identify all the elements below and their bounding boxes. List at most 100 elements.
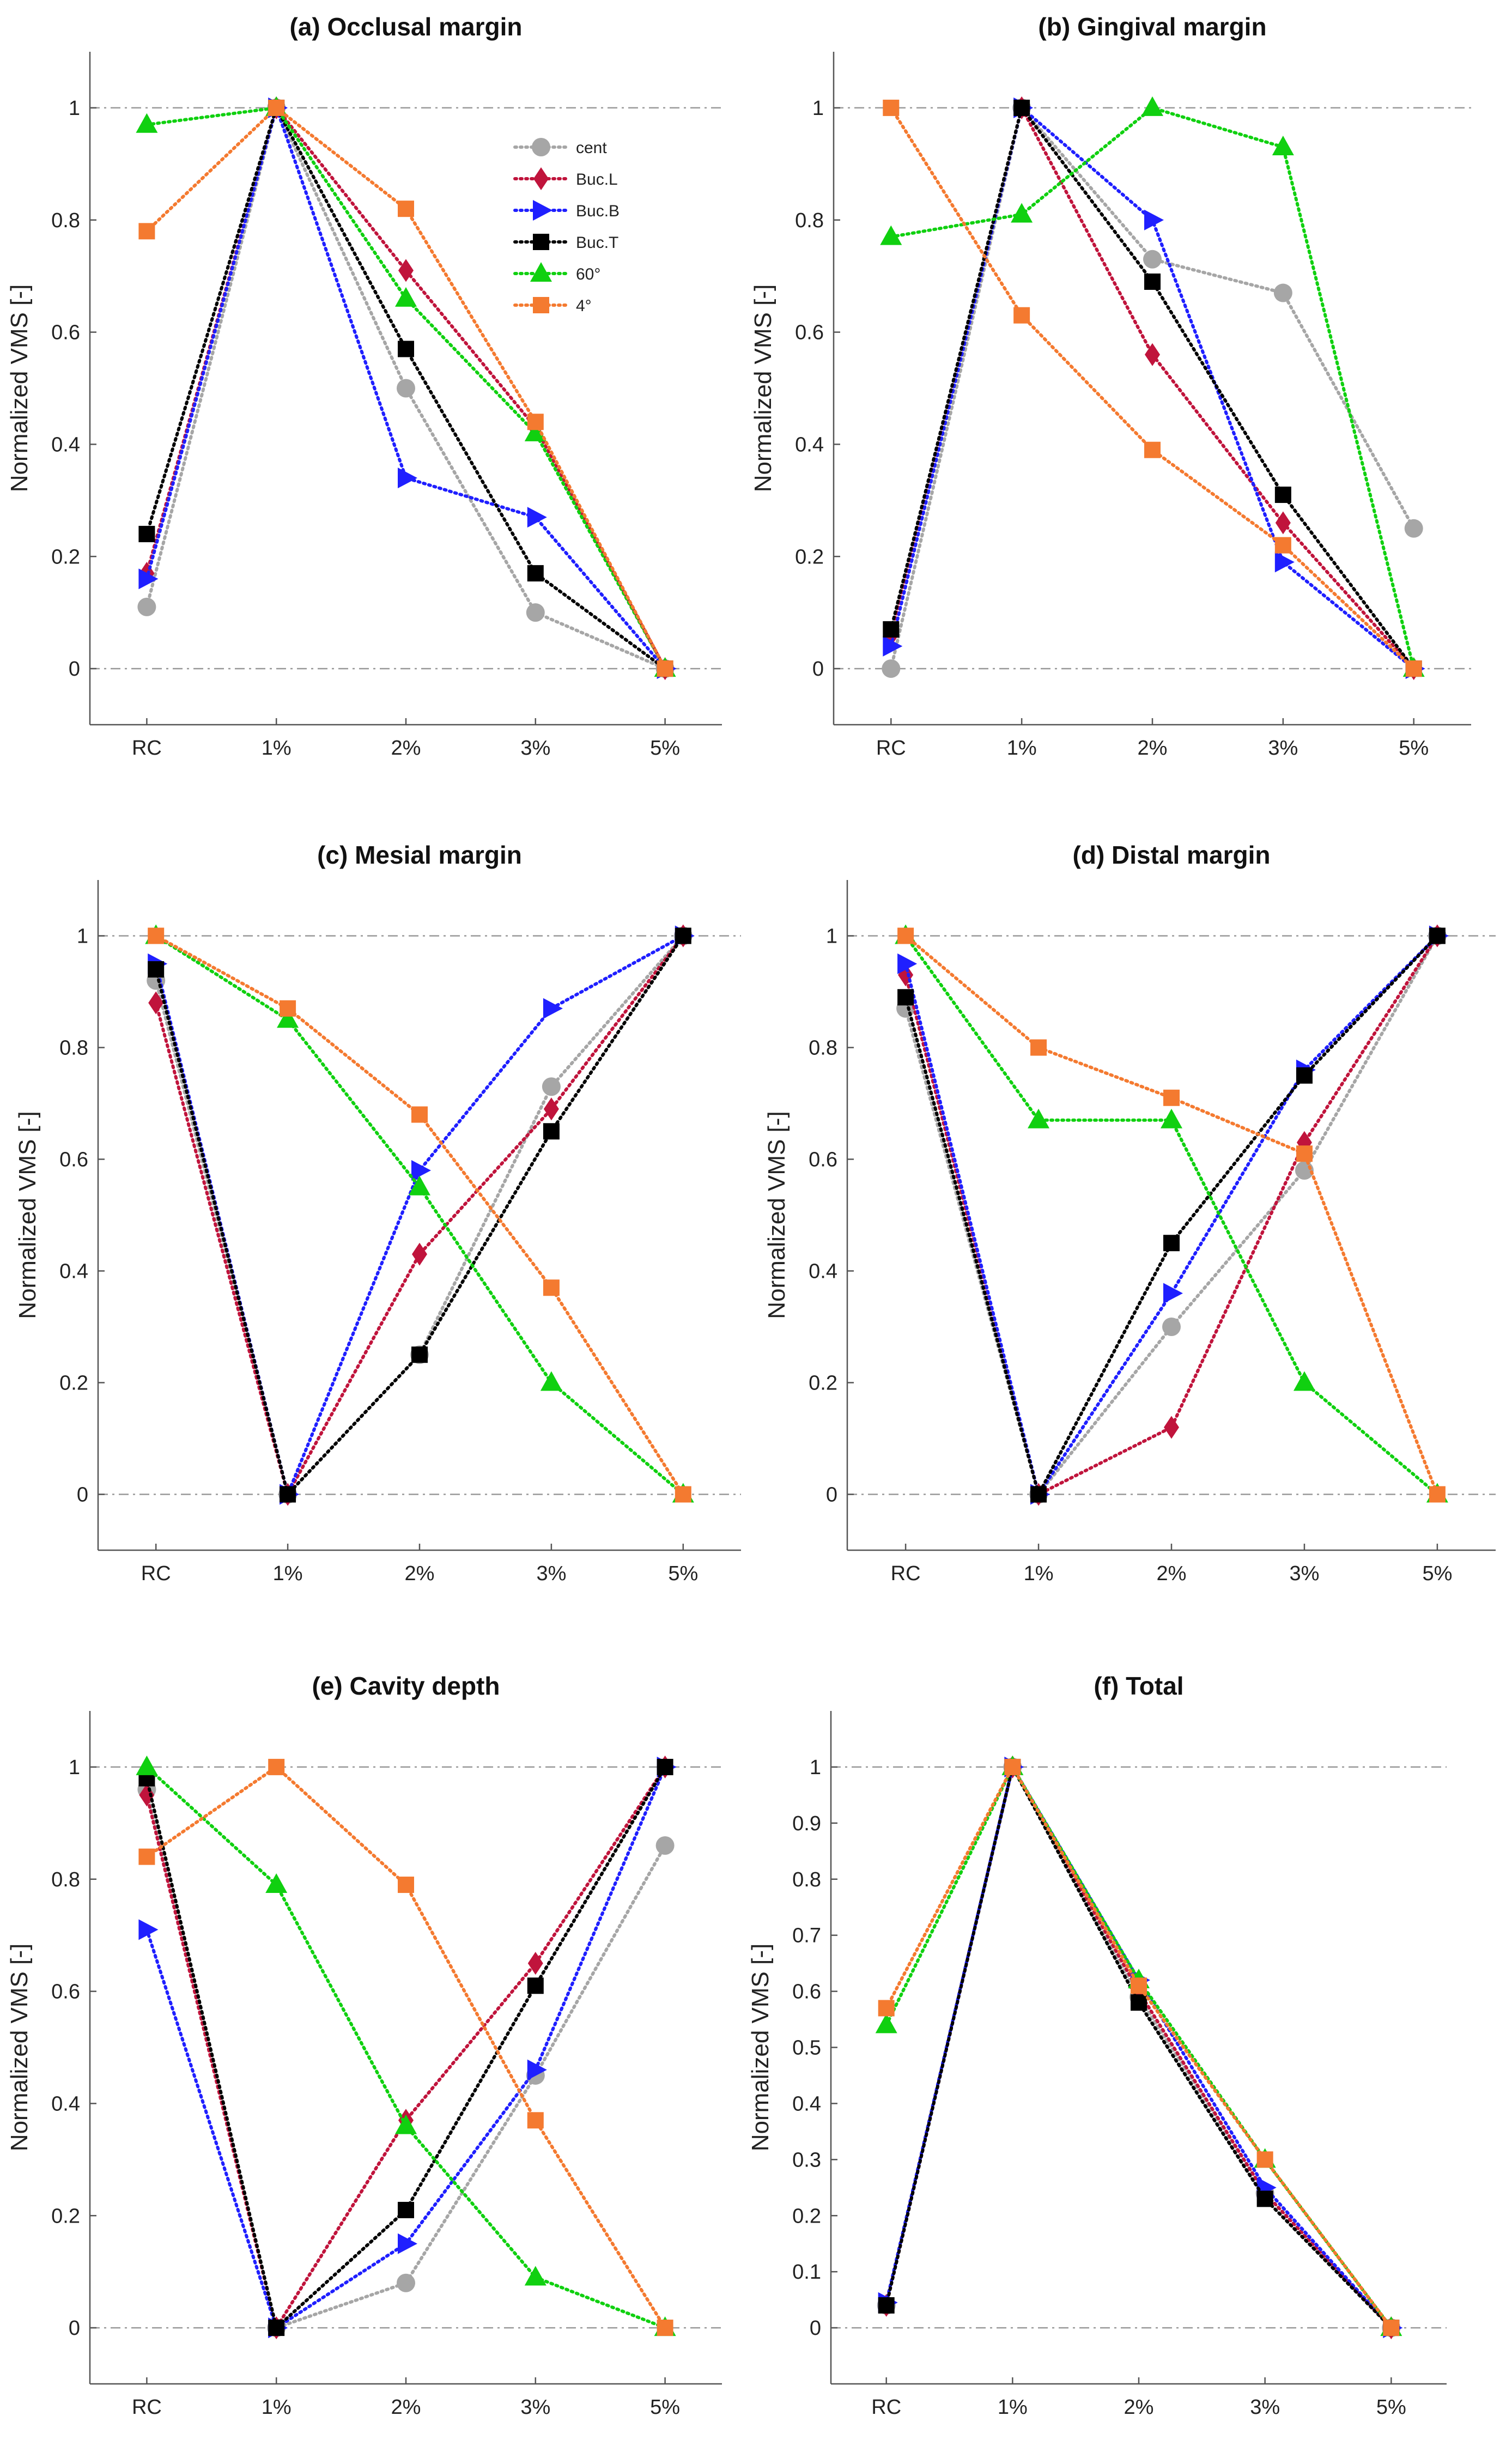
- data-point-60-3: [1272, 135, 1294, 155]
- y-tick-label: 0.3: [792, 2148, 821, 2171]
- x-tick-label-5: 5%: [1399, 737, 1429, 760]
- data-point-60-rc: [880, 225, 902, 245]
- x-tick-label-3: 3%: [1268, 737, 1298, 760]
- x-tick-label-2: 2%: [391, 737, 421, 760]
- series-line-buc-l: [154, 934, 685, 1499]
- x-tick-label-2: 2%: [1138, 737, 1168, 760]
- series-line-buc-b: [884, 1762, 1393, 2330]
- x-tick-label-3: 3%: [520, 2396, 550, 2419]
- chart-title: (c) Mesial margin: [317, 841, 522, 869]
- series-line-buc-b: [904, 934, 1439, 1498]
- legend-label-4: 4°: [576, 297, 592, 315]
- series-line-buc-b: [145, 102, 667, 671]
- series-line-buc-b: [154, 934, 685, 1500]
- y-tick-label: 0.2: [795, 545, 824, 568]
- data-point-buc-t-5: [657, 1758, 673, 1775]
- data-point-buc-l-2: [1145, 343, 1160, 366]
- legend-marker-60: [530, 262, 552, 282]
- y-tick-label: 0.4: [59, 1260, 88, 1283]
- data-point-4-5: [1429, 1486, 1446, 1503]
- data-point-buc-t-2: [1144, 273, 1161, 290]
- data-point-4-1: [268, 1758, 285, 1775]
- series-line-4: [154, 934, 685, 1496]
- y-tick-label: 0.2: [809, 1372, 837, 1395]
- y-tick-label: 1: [69, 1756, 80, 1779]
- data-point-cent-2: [397, 2273, 415, 2292]
- y-tick-label: 0.6: [795, 321, 824, 344]
- series-buc-b: [138, 1756, 677, 2339]
- series-cent: [147, 926, 693, 1504]
- series-buc-b: [148, 925, 695, 1505]
- y-tick-label: 0.8: [59, 1037, 88, 1060]
- data-point-cent-3: [526, 603, 545, 622]
- y-tick-label: 0: [812, 658, 824, 681]
- x-tick-label-5: 5%: [1422, 1562, 1452, 1585]
- series-buc-l: [878, 1755, 1399, 2340]
- series-buc-t: [897, 927, 1446, 1503]
- legend-label-buc-t: Buc.T: [576, 234, 618, 252]
- y-tick-label: 0.6: [51, 321, 80, 344]
- data-point-4-rc: [878, 2000, 895, 2017]
- y-tick-label: 0.8: [795, 209, 824, 232]
- y-tick-label: 0.8: [51, 209, 80, 232]
- series-4: [138, 1758, 673, 2336]
- legend-marker-buc-l: [533, 167, 549, 190]
- data-point-4-1: [1004, 1758, 1021, 1775]
- data-point-buc-t-3: [527, 565, 544, 582]
- data-point-buc-l-2: [412, 1242, 427, 1266]
- data-point-cent-2: [1143, 250, 1162, 269]
- data-point-4-3: [1274, 537, 1291, 554]
- data-point-4-rc: [897, 927, 914, 944]
- data-point-buc-t-rc: [138, 526, 155, 543]
- data-point-cent-2: [1162, 1318, 1181, 1336]
- chart-panel-3: 0 0.2 0.4 0.6 0.8 1 RC 1% 2% 3% 5% (c) Mesial margi…: [14, 841, 741, 1585]
- x-tick-label-5: 5%: [668, 1562, 698, 1585]
- legend-marker-buc-t: [533, 234, 549, 250]
- y-tick-label: 0.4: [51, 433, 80, 456]
- x-tick-label-3: 3%: [536, 1562, 566, 1585]
- y-tick-label: 0.1: [792, 2261, 821, 2284]
- y-tick-label: 1: [826, 925, 837, 948]
- data-point-buc-t-3: [1296, 1067, 1313, 1084]
- data-point-buc-l-3: [543, 1097, 559, 1121]
- data-point-buc-t-2: [398, 341, 414, 357]
- series-4: [148, 927, 691, 1503]
- x-tick-label-3: 3%: [1250, 2396, 1280, 2419]
- y-tick-label: 0.4: [809, 1260, 837, 1283]
- data-point-4-5: [657, 2320, 673, 2336]
- y-tick-label: 0: [69, 658, 80, 681]
- x-tick-label-3: 3%: [520, 737, 550, 760]
- y-tick-label: 0.2: [792, 2205, 821, 2227]
- data-point-4-3: [543, 1279, 560, 1296]
- y-tick-label: 0.9: [792, 1812, 821, 1835]
- y-tick-label: 0.6: [51, 1981, 80, 2004]
- data-point-buc-b-rc: [883, 635, 903, 657]
- data-point-buc-l-2: [1164, 1416, 1179, 1439]
- x-tick-label-5: 5%: [650, 737, 680, 760]
- data-point-buc-l-3: [527, 1952, 543, 1975]
- data-point-4-3: [527, 414, 544, 430]
- series-buc-t: [138, 1758, 673, 2336]
- series-buc-t: [883, 99, 1422, 677]
- chart-panel-4: 0 0.2 0.4 0.6 0.8 1 RC 1% 2% 3% 5% (d) Distal margi…: [763, 841, 1496, 1585]
- data-point-buc-l-3: [1275, 511, 1291, 535]
- data-point-buc-t-1: [280, 1486, 296, 1503]
- chart-panel-6: 0 0.1 0.2 0.3 0.4 0.5 0.6 0.7 0.8 0.9 1 RC 1% 2% 3% 5% (…: [747, 1672, 1447, 2419]
- series-cent: [137, 1780, 675, 2338]
- data-point-60-1: [265, 1873, 288, 1893]
- data-point-buc-t-3: [527, 1977, 544, 1994]
- x-tick-label-rc: RC: [871, 2396, 901, 2419]
- y-tick-label: 0.4: [792, 2092, 821, 2115]
- data-point-buc-t-5: [1429, 927, 1446, 944]
- data-point-4-2: [398, 201, 414, 217]
- series-buc-t: [148, 927, 691, 1503]
- x-tick-label-2: 2%: [1157, 1562, 1187, 1585]
- data-point-60-rc: [136, 1755, 158, 1775]
- series-line-cent: [889, 104, 1416, 671]
- y-tick-label: 1: [77, 925, 88, 948]
- y-tick-label: 0.8: [809, 1037, 837, 1060]
- data-point-4-2: [1144, 441, 1161, 458]
- series-buc-l: [139, 1755, 673, 2340]
- x-tick-label-1: 1%: [998, 2396, 1028, 2419]
